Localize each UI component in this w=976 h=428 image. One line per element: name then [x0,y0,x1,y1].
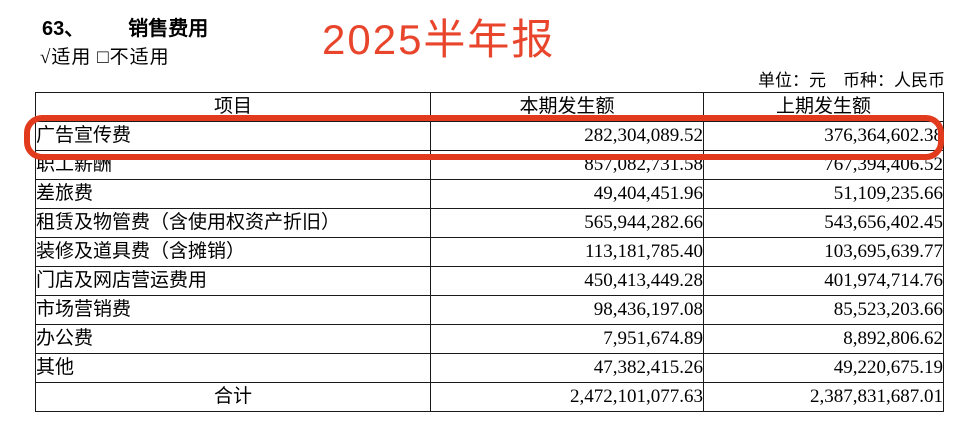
item-cell: 广告宣传费 [35,121,431,151]
table-row-office: 办公费 7,951,674.89 8,892,806.62 [35,324,944,354]
prior-period-cell: 103,695,639.77 [703,237,944,267]
unit-currency-note: 单位：元 币种：人民币 [758,71,945,90]
item-cell: 差旅费 [35,179,431,209]
header-current-period: 本期发生额 [430,92,704,122]
item-cell: 其他 [35,353,431,383]
header-item: 项目 [35,92,431,122]
table-row-marketing: 市场营销费 98,436,197.08 85,523,203.66 [35,295,944,325]
section-title: 销售费用 [128,18,209,40]
total-label-cell: 合计 [35,382,431,412]
prior-period-cell: 8,892,806.62 [703,324,944,354]
current-period-cell: 857,082,731.58 [430,150,704,180]
selling-expenses-table: 项目 本期发生额 上期发生额 广告宣传费 282,304,089.52 376,… [35,92,944,412]
table-row-store-operation: 门店及网店营运费用 450,413,449.28 401,974,714.76 [35,266,944,296]
item-cell: 租赁及物管费（含使用权资产折旧） [35,208,431,238]
item-cell: 门店及网店营运费用 [35,266,431,296]
item-cell: 市场营销费 [35,295,431,325]
total-current-period-cell: 2,472,101,077.63 [430,382,704,412]
table-row-decoration-props: 装修及道具费（含摊销） 113,181,785.40 103,695,639.7… [35,237,944,267]
current-period-cell: 450,413,449.28 [430,266,704,296]
current-period-cell: 113,181,785.40 [430,237,704,267]
annotation-2025-half-year-report: 2025半年报 [322,16,556,63]
prior-period-cell: 543,656,402.45 [703,208,944,238]
table-row-travel: 差旅费 49,404,451.96 51,109,235.66 [35,179,944,209]
item-cell: 职工薪酬 [35,150,431,180]
prior-period-cell: 51,109,235.66 [703,179,944,209]
table-row-advertising: 广告宣传费 282,304,089.52 376,364,602.38 [35,121,944,151]
total-prior-period-cell: 2,387,831,687.01 [703,382,944,412]
header-prior-period: 上期发生额 [703,92,944,122]
table-row-other: 其他 47,382,415.26 49,220,675.19 [35,353,944,383]
current-period-cell: 49,404,451.96 [430,179,704,209]
item-cell: 装修及道具费（含摊销） [35,237,431,267]
current-period-cell: 98,436,197.08 [430,295,704,325]
section-heading: 63、 销售费用 [42,12,208,41]
total-row: 合计 2,472,101,077.63 2,387,831,687.01 [35,382,944,412]
current-period-cell: 565,944,282.66 [430,208,704,238]
prior-period-cell: 767,394,406.52 [703,150,944,180]
prior-period-cell: 49,220,675.19 [703,353,944,383]
current-period-cell: 7,951,674.89 [430,324,704,354]
section-number: 63、 [42,18,85,40]
table-row-staff-compensation: 职工薪酬 857,082,731.58 767,394,406.52 [35,150,944,180]
applicability-line: √适用 □不适用 [40,47,170,68]
prior-period-cell: 401,974,714.76 [703,266,944,296]
current-period-cell: 282,304,089.52 [430,121,704,151]
current-period-cell: 47,382,415.26 [430,353,704,383]
item-cell: 办公费 [35,324,431,354]
table-header-row: 项目 本期发生额 上期发生额 [35,92,944,122]
prior-period-cell: 85,523,203.66 [703,295,944,325]
prior-period-cell: 376,364,602.38 [703,121,944,151]
table-row-rent-property: 租赁及物管费（含使用权资产折旧） 565,944,282.66 543,656,… [35,208,944,238]
